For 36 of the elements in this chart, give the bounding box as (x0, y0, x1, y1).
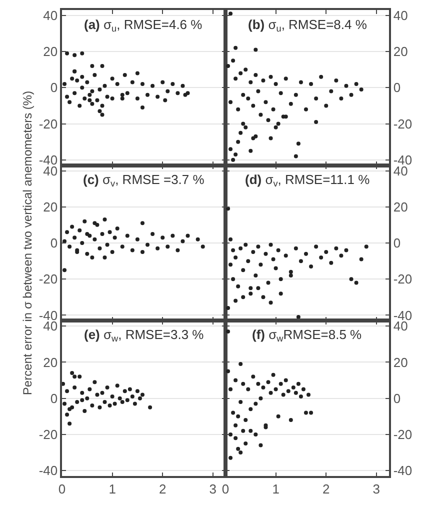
x-tick-label: 1 (272, 481, 280, 496)
y-tick-label: -20 (393, 427, 412, 442)
y-tick-label: 20 (43, 199, 58, 214)
y-tick-label: 20 (393, 199, 408, 214)
y-axis-title: Percent error in σ between two vertical anemometers (%) (20, 90, 35, 396)
text: (d) σ$_{v}$, RMSE=11.1 % (245, 172, 370, 189)
y-tick-label: -20 (393, 116, 412, 132)
y-tick-label: 0 (393, 390, 401, 406)
x-tick-label: 2 (159, 481, 166, 496)
y-tick-label: -40 (38, 463, 58, 478)
y-tick-label: -20 (393, 272, 412, 287)
y-tick-label: -40 (393, 463, 412, 478)
x-tick-label: 3 (209, 481, 217, 496)
y-tick-label: 0 (393, 80, 401, 96)
y-tick-label: 20 (43, 354, 58, 370)
x-tick-label: 1 (108, 481, 116, 496)
y-tick-label: -20 (38, 272, 58, 287)
text: (b) σ$_{u}$, RMSE=8.4 % (248, 17, 368, 34)
y-tick-label: 20 (393, 354, 408, 370)
y-tick-label: 0 (50, 236, 58, 251)
text: (c) σ$_{v}$, RMSE =3.7 % (83, 172, 205, 189)
y-tick-label: 0 (50, 390, 58, 406)
x-tick-label: 3 (372, 481, 380, 496)
text: (f) σ$_{w}$RMSE=8.5 % (252, 327, 362, 344)
y-tick-label: -20 (38, 116, 58, 132)
y-tick-label: 40 (43, 8, 58, 23)
y-tick-label: 20 (43, 44, 58, 60)
y-tick-label: 0 (50, 80, 58, 96)
text: (e) σ$_{w}$, RMSE=3.3 % (84, 327, 204, 344)
x-tick-label: 2 (322, 481, 330, 496)
y-tick-label: 20 (393, 44, 408, 60)
text: (a) σ$_{u}$, RMSE=4.6 % (84, 17, 203, 34)
y-tick-label: 40 (393, 8, 408, 23)
y-tick-label: -20 (38, 427, 58, 442)
y-tick-label: 0 (393, 236, 401, 251)
x-tick-label: 0 (222, 481, 230, 496)
